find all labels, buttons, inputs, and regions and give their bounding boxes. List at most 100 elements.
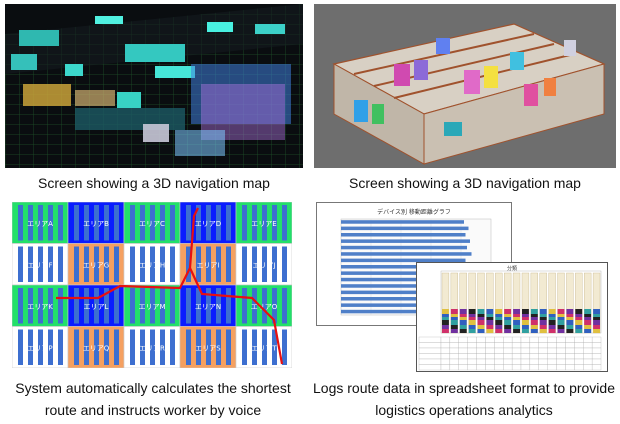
- table-cell: [574, 353, 584, 360]
- table-cell: [467, 358, 477, 365]
- table-cell: [440, 336, 451, 343]
- table-cell: [494, 353, 504, 360]
- caption-bottom-left: System automatically calculates the shor…: [2, 377, 304, 421]
- stack-segment: [548, 317, 556, 320]
- stack-segment: [486, 314, 494, 317]
- table-cell: [574, 364, 584, 371]
- rack-shelf: [196, 329, 201, 365]
- stack-segment: [575, 329, 583, 333]
- rack-shelf: [94, 205, 99, 241]
- table-cell: [538, 336, 548, 343]
- spreadsheet-analytics: デバイス別 移動距離グラフ 分類: [314, 200, 614, 372]
- rack-shelf: [84, 329, 89, 365]
- table-cell: [476, 358, 486, 365]
- stack-segment: [539, 325, 547, 329]
- bar: [341, 309, 467, 314]
- stack-segment: [522, 317, 529, 320]
- rack-shelf: [114, 329, 119, 365]
- table-cell: [538, 342, 548, 349]
- table-cell: [503, 353, 513, 360]
- stack-segment: [459, 329, 467, 333]
- stack-segment: [468, 317, 476, 320]
- stack-segment: [442, 309, 449, 314]
- rack-shelf: [160, 205, 165, 241]
- rack-shelf: [160, 329, 165, 365]
- stack-segment: [593, 329, 600, 333]
- rack-shelf: [58, 288, 63, 324]
- table-cell: [467, 353, 477, 360]
- table-cell: [467, 336, 477, 343]
- rack-shelf: [272, 205, 277, 241]
- area-label: エリアC: [139, 220, 165, 228]
- rack-shelf: [196, 288, 201, 324]
- table-cell: [511, 358, 522, 365]
- stack-segment: [566, 309, 574, 314]
- table-cell: [529, 353, 539, 360]
- rack-shelf: [58, 205, 63, 241]
- rack-shelf: [160, 288, 165, 324]
- table-cell: [583, 336, 593, 343]
- rack-shelf: [170, 205, 175, 241]
- table-cell: [547, 347, 557, 354]
- rack-shelf: [186, 329, 191, 365]
- stack-segment: [442, 314, 449, 317]
- table-cell: [565, 347, 575, 354]
- table-cell: [538, 364, 548, 371]
- stack-segment: [495, 317, 503, 320]
- stack-segment: [450, 329, 458, 333]
- stack-segment: [495, 329, 503, 333]
- table-cell: [476, 364, 486, 371]
- table-cell: [458, 342, 468, 349]
- rack-shelf: [216, 205, 221, 241]
- rack-shelf: [94, 246, 99, 282]
- table-cell: [556, 342, 566, 349]
- stack-segment: [486, 317, 494, 320]
- table-cell: [574, 342, 584, 349]
- table-cell: [529, 358, 539, 365]
- table-cell: [449, 364, 459, 371]
- table-cell: [511, 364, 522, 371]
- table-cell: [547, 342, 557, 349]
- stack-segment: [530, 329, 538, 333]
- stack-segment: [593, 314, 600, 317]
- rack-shelf: [104, 205, 109, 241]
- rack-shelf: [74, 246, 79, 282]
- table-cell: [565, 342, 575, 349]
- stack-segment: [495, 320, 503, 325]
- stack-segment: [539, 320, 547, 325]
- table-cell: [520, 353, 531, 360]
- bar: [341, 271, 470, 275]
- table-cell: [467, 364, 477, 371]
- table-cell: [449, 336, 459, 343]
- rack-shelf: [48, 246, 53, 282]
- table-cell: [591, 347, 602, 354]
- table-cell: [494, 342, 504, 349]
- table-cell: [574, 347, 584, 354]
- rack-shelf: [38, 246, 43, 282]
- bar: [341, 297, 470, 301]
- rack-shelf: [28, 329, 33, 365]
- table-cell: [520, 342, 531, 349]
- rack-shelf: [252, 246, 257, 282]
- table-cell: [440, 342, 451, 349]
- table-cell: [538, 347, 548, 354]
- stack-segment: [548, 325, 556, 329]
- area-label: エリアT: [251, 344, 277, 352]
- stack-segment: [477, 320, 485, 325]
- table-cell: [574, 358, 584, 365]
- table-cell: [503, 336, 513, 343]
- rack-shelf: [28, 205, 33, 241]
- bar: [341, 284, 464, 288]
- rack-shelf: [38, 205, 43, 241]
- caption-top-right: Screen showing a 3D navigation map: [314, 172, 616, 194]
- rack-shelf: [262, 246, 267, 282]
- table-cell: [485, 358, 495, 365]
- table-cell: [485, 342, 495, 349]
- rack-shelf: [114, 288, 119, 324]
- stack-segment: [504, 314, 512, 317]
- rack-shelf: [104, 288, 109, 324]
- route-map-image: エリアA エリアB エリアC エリアD エリアE エリアF エリアG エリアH エリアI エリアJ…: [12, 202, 292, 368]
- rack-shelf: [196, 246, 201, 282]
- stack-segment: [539, 309, 547, 314]
- stack-segment: [522, 329, 529, 333]
